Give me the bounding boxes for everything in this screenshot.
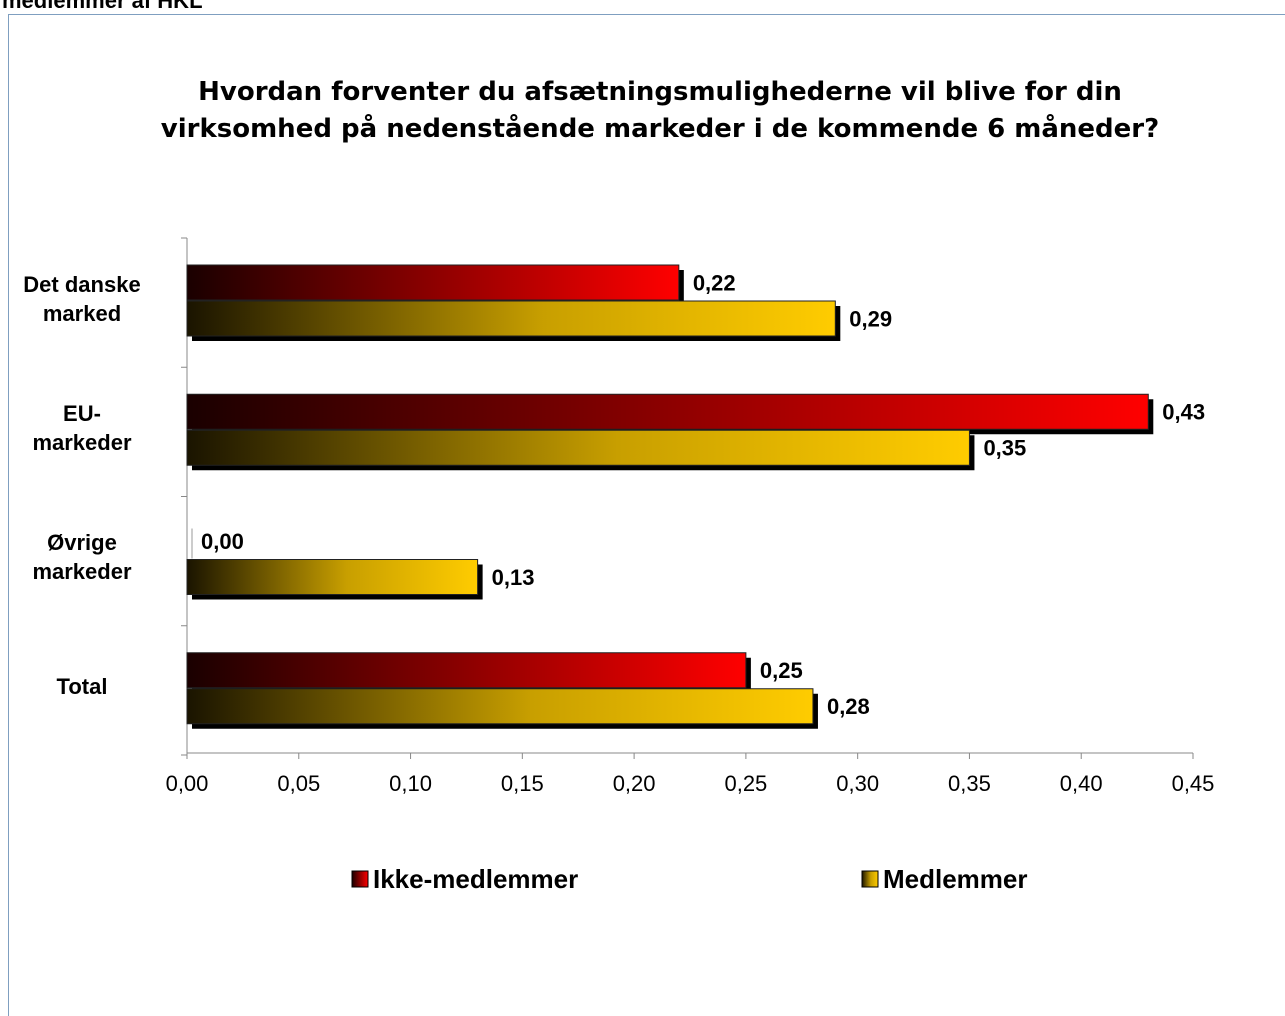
bar <box>186 264 680 301</box>
bar <box>186 393 1149 430</box>
x-tick-label: 0,05 <box>277 771 320 796</box>
legend-swatch <box>351 870 369 888</box>
legend-label: Medlemmer <box>883 864 1028 894</box>
header: medlemmer af HKL <box>2 0 203 13</box>
bar <box>186 652 747 689</box>
data-label: 0,28 <box>827 694 870 719</box>
data-label: 0,22 <box>693 270 736 295</box>
bar <box>186 429 970 466</box>
x-tick-label: 0,40 <box>1060 771 1103 796</box>
x-tick-label: 0,00 <box>166 771 209 796</box>
data-label: 0,29 <box>849 306 892 331</box>
x-tick-label: 0,10 <box>389 771 432 796</box>
y-tick-label: Øvrige markeder <box>32 530 132 585</box>
data-label: 0,25 <box>760 658 803 683</box>
x-tick-label: 0,30 <box>836 771 879 796</box>
legend-swatch <box>861 870 879 888</box>
y-tick-label: EU- markeder <box>32 400 132 455</box>
bar <box>186 300 836 337</box>
data-label: 0,13 <box>492 565 535 590</box>
bar <box>186 559 479 595</box>
y-tick-label: Total <box>56 673 108 699</box>
data-label: 0,43 <box>1162 400 1205 425</box>
bar <box>186 688 814 725</box>
y-tick-label: Det danske marked <box>23 271 141 326</box>
data-label: 0,35 <box>983 436 1026 461</box>
x-tick-label: 0,20 <box>613 771 656 796</box>
legend-label: Ikke-medlemmer <box>373 864 578 894</box>
x-tick-label: 0,15 <box>501 771 544 796</box>
frame <box>8 14 1285 1016</box>
x-tick-label: 0,45 <box>1172 771 1215 796</box>
chart-title: Hvordan forventer du afsætningsmulighede… <box>160 77 1160 144</box>
x-tick-label: 0,25 <box>724 771 767 796</box>
data-label: 0,00 <box>201 529 244 554</box>
x-tick-label: 0,35 <box>948 771 991 796</box>
